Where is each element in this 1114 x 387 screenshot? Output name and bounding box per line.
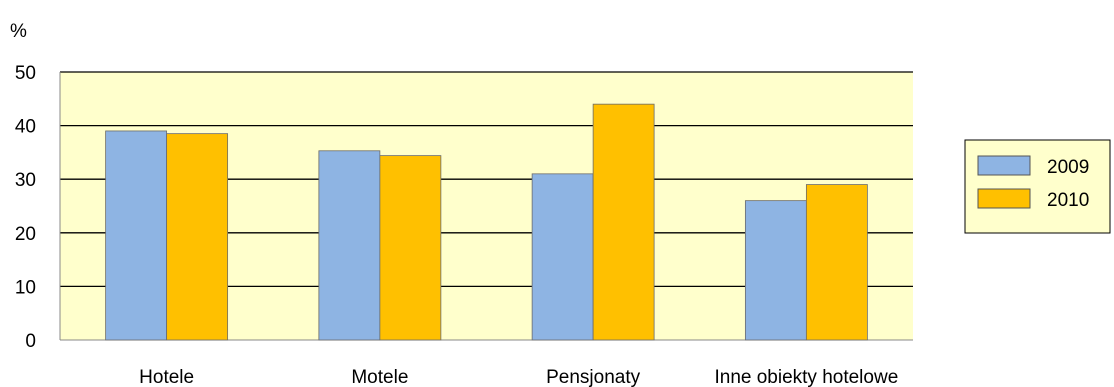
bar-2009-3: [531, 173, 594, 341]
bar-2009-4: [744, 200, 807, 341]
legend-label-2010: 2010: [1047, 190, 1089, 211]
bar-2010-4: [805, 184, 868, 341]
bar-2010-3: [592, 103, 655, 341]
x-tick-label: Motele: [351, 367, 408, 387]
legend-box: [964, 139, 1111, 234]
y-tick-label: 50: [15, 63, 36, 84]
legend-swatch-2009: [977, 155, 1031, 176]
bar-2010-1: [166, 133, 229, 341]
x-tick-label: Pensjonaty: [546, 367, 641, 387]
bar-2010-2: [379, 155, 442, 341]
legend: 2009 2010: [964, 139, 1111, 234]
y-axis: 0 10 20 30 40 50: [15, 63, 36, 352]
y-tick-label: 0: [25, 331, 36, 352]
y-tick-label: 30: [15, 170, 36, 191]
legend-swatch-2010: [977, 188, 1031, 209]
y-tick-label: 20: [15, 224, 36, 245]
y-tick-label: 10: [15, 277, 36, 298]
x-axis: Hotele Motele Pensjonaty Inne obiekty hotel…: [139, 367, 898, 387]
bar-2009-2: [318, 150, 381, 341]
x-tick-label: Inne obiekty hotelowe: [714, 367, 898, 387]
x-tick-label: Hotele: [139, 367, 194, 387]
y-axis-label: %: [10, 21, 27, 42]
bar-2009-1: [105, 130, 168, 341]
y-tick-label: 40: [15, 117, 36, 138]
bars: [105, 103, 868, 341]
legend-label-2009: 2009: [1047, 157, 1089, 178]
